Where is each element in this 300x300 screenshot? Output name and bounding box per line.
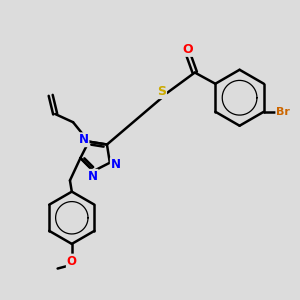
Text: N: N (79, 133, 88, 146)
Text: N: N (88, 170, 98, 183)
Text: N: N (111, 158, 121, 171)
Text: O: O (67, 255, 77, 268)
Text: O: O (183, 43, 194, 56)
Text: S: S (157, 85, 166, 98)
Text: Br: Br (276, 107, 290, 117)
